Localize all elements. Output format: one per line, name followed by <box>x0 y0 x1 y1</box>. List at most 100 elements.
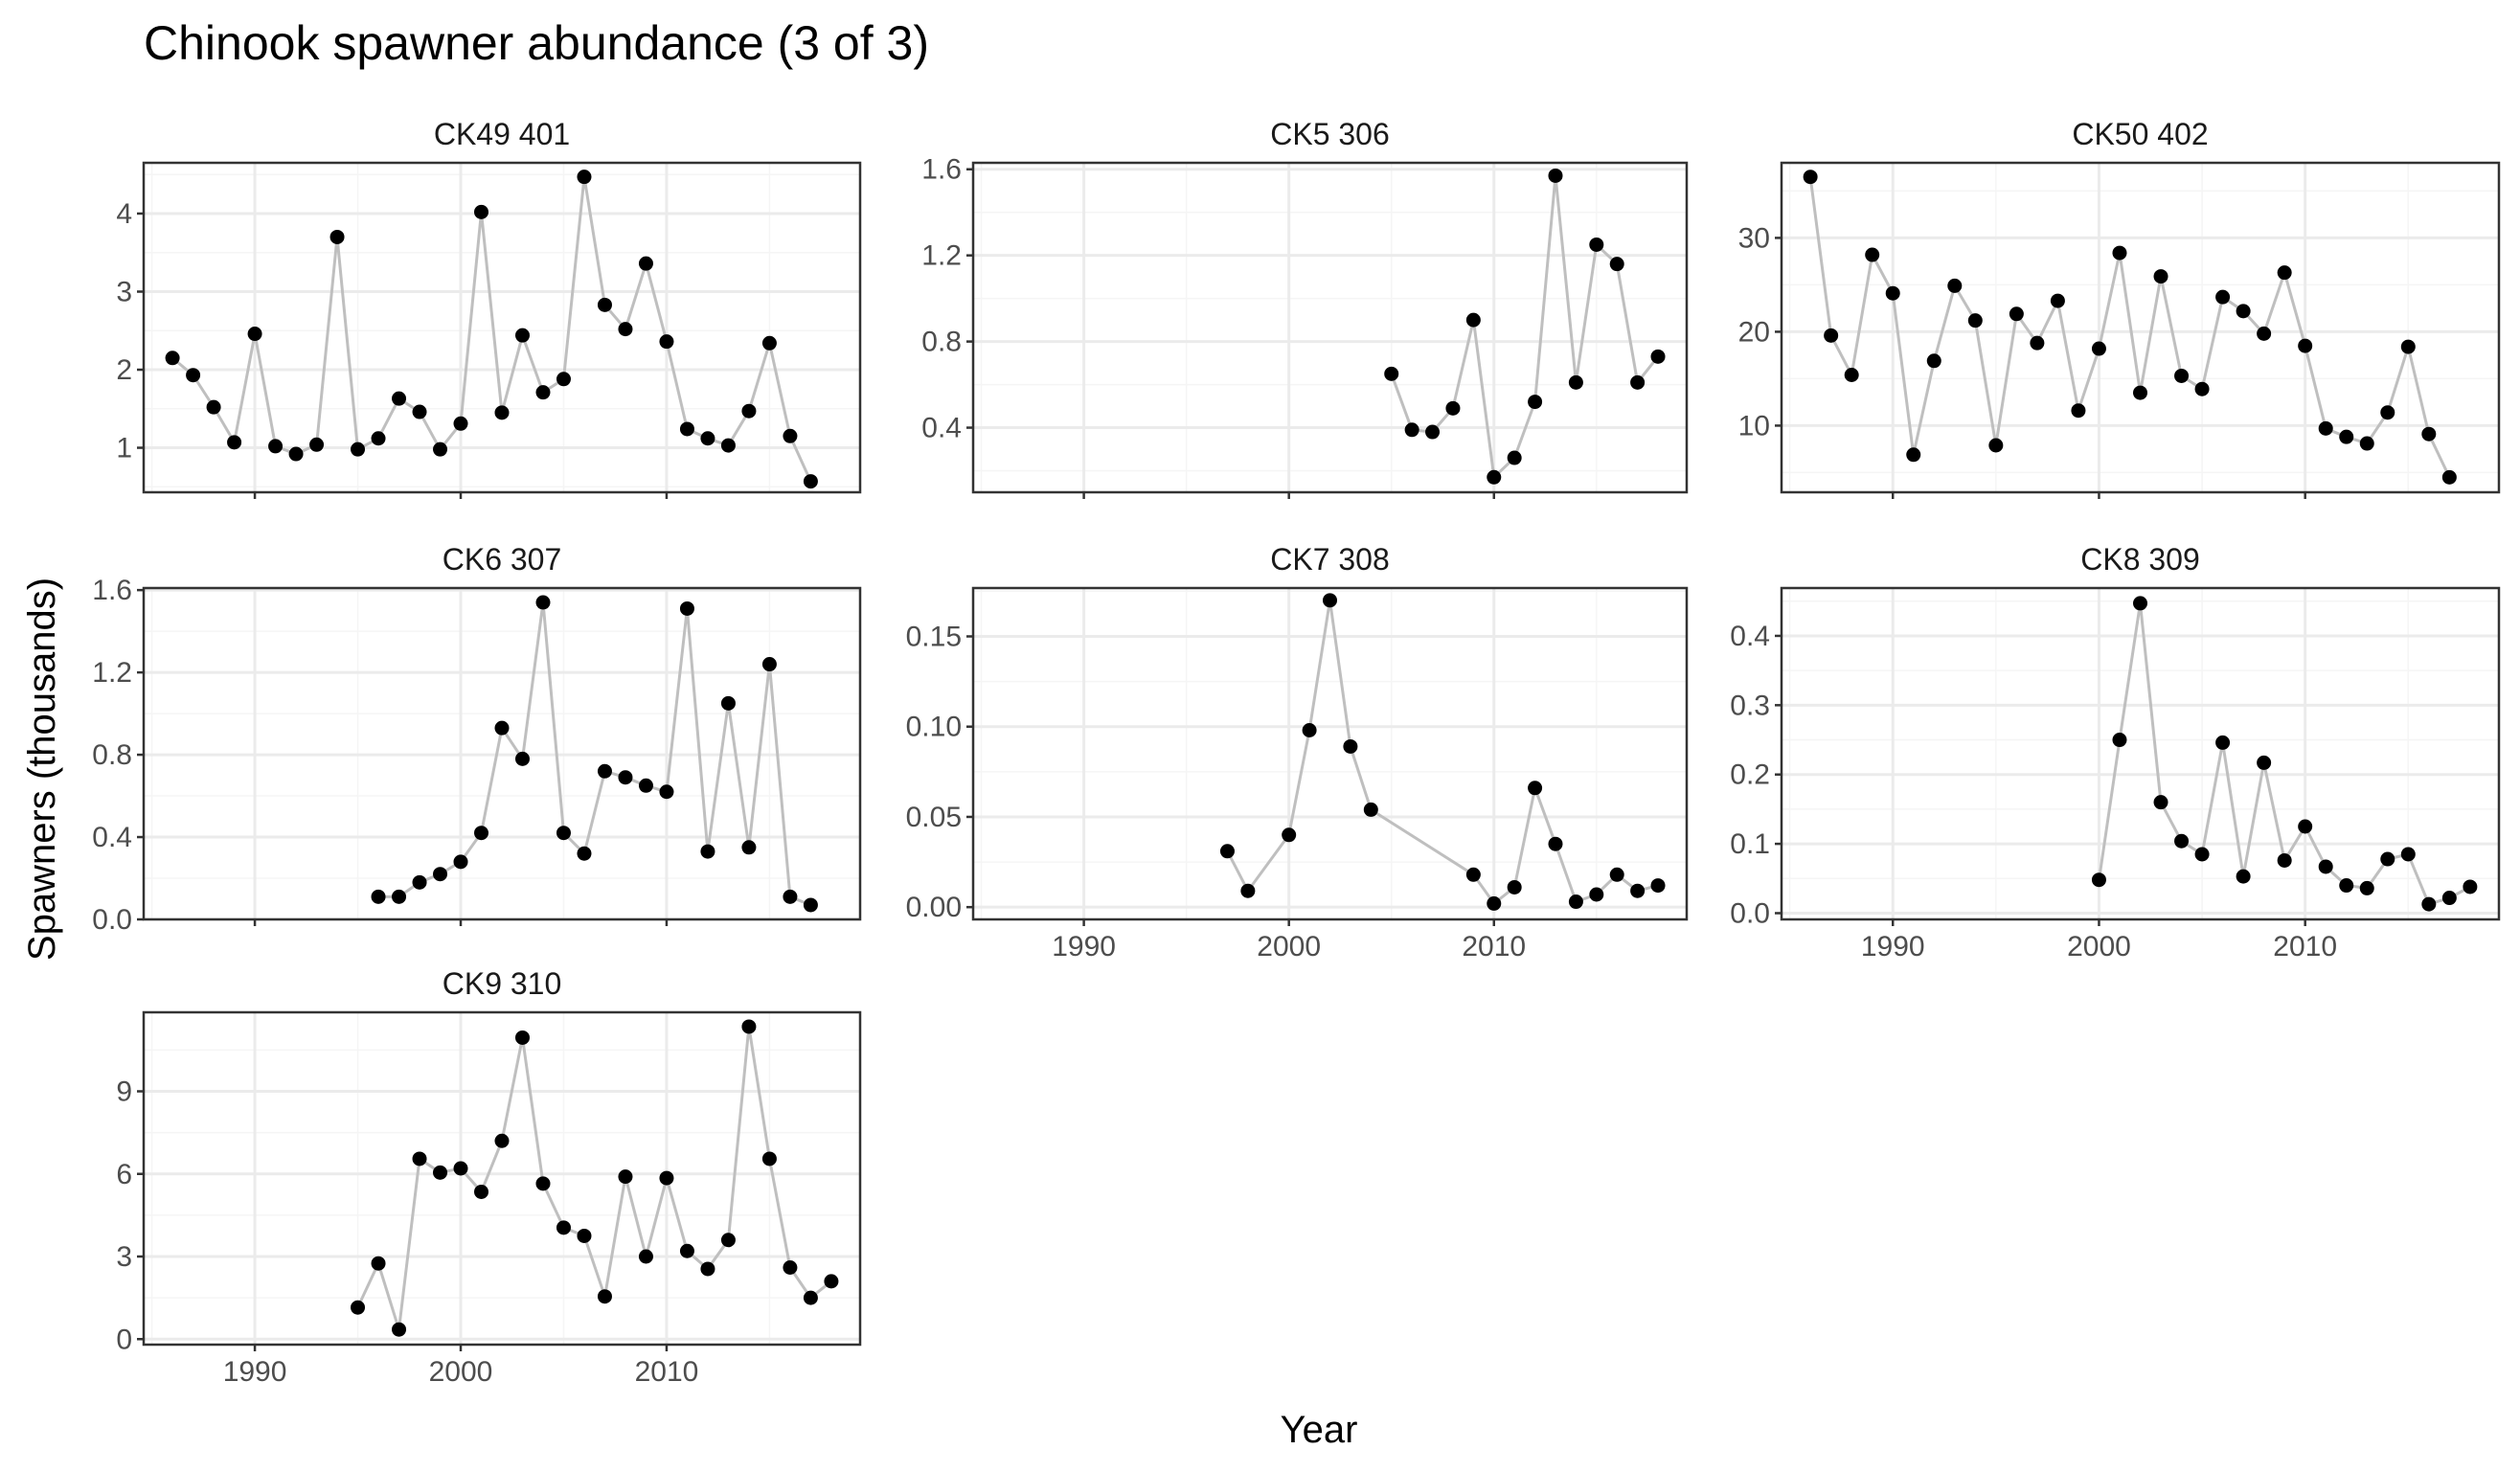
facet-panel: 0.4 0.8 1.2 1.6 CK5 306 <box>921 117 1689 499</box>
data-point <box>761 1151 777 1166</box>
y-tick-label: 0.1 <box>1730 828 1770 860</box>
data-point <box>720 1233 736 1248</box>
data-point <box>761 657 777 672</box>
data-point <box>474 1184 489 1199</box>
data-point <box>1844 367 1859 382</box>
data-point <box>453 854 468 870</box>
data-point <box>392 391 407 406</box>
panel-background <box>144 163 860 492</box>
data-point <box>1487 469 1502 485</box>
data-point <box>1384 366 1399 381</box>
data-point <box>700 431 715 446</box>
y-tick-label: 0.4 <box>921 413 962 444</box>
x-tick-label: 2010 <box>1462 931 1526 962</box>
x-tick-label: 1990 <box>1052 931 1116 962</box>
data-point <box>412 1151 427 1166</box>
data-point <box>1528 395 1543 410</box>
data-point <box>2030 335 2045 351</box>
data-point <box>514 1030 530 1045</box>
data-point <box>1906 447 1921 463</box>
data-point <box>2174 833 2190 849</box>
data-point <box>2380 851 2395 867</box>
facet-strip-label: CK9 310 <box>443 966 562 1001</box>
data-point <box>2215 289 2231 305</box>
panel-background <box>144 1012 860 1345</box>
panel-border <box>1780 586 2501 921</box>
facet-strip-label: CK49 401 <box>434 117 570 151</box>
data-point <box>1885 285 1900 301</box>
data-point <box>227 435 242 450</box>
data-point <box>720 695 736 711</box>
data-point <box>1865 247 1880 262</box>
data-point <box>268 439 284 454</box>
facet-strip-label: CK7 308 <box>1270 542 1390 577</box>
data-point <box>1650 878 1666 894</box>
data-point <box>2009 306 2024 322</box>
y-tick-label: 0.4 <box>1730 621 1770 652</box>
data-point <box>1988 438 2004 453</box>
facet-panel: 10 20 30 CK50 402 <box>1738 117 2501 499</box>
data-point <box>453 416 468 431</box>
data-point <box>1630 374 1646 390</box>
data-point <box>556 372 571 387</box>
data-point <box>474 826 489 841</box>
data-point <box>2277 852 2292 868</box>
data-point <box>2112 245 2127 260</box>
y-tick-label: 10 <box>1738 410 1770 442</box>
data-point <box>1507 450 1522 465</box>
data-point <box>1947 278 1963 293</box>
data-point <box>2463 879 2478 895</box>
panel-background <box>973 588 1687 919</box>
facet-panel: 0 3 6 9 1990 2000 2010 CK9 310 <box>116 966 862 1388</box>
y-tick-label: 0.0 <box>92 904 132 936</box>
data-point <box>514 751 530 766</box>
data-point <box>618 770 633 785</box>
x-tick-label: 1990 <box>1861 931 1925 962</box>
data-point <box>392 1322 407 1337</box>
facet-panel: 0.00 0.05 0.10 0.15 1990 2000 2010 CK7 308 <box>906 542 1689 962</box>
data-point <box>700 844 715 859</box>
data-point <box>2091 872 2106 888</box>
data-point <box>2400 339 2416 354</box>
data-point <box>597 1289 612 1304</box>
data-point <box>535 385 551 400</box>
panel-border <box>142 1010 862 1347</box>
data-point <box>2318 859 2333 874</box>
data-point <box>2359 436 2374 451</box>
data-point <box>1219 844 1235 859</box>
data-point <box>803 897 818 913</box>
data-point <box>1967 313 1983 328</box>
data-point <box>597 297 612 312</box>
data-point <box>2298 819 2313 834</box>
data-point <box>1465 867 1481 882</box>
data-point <box>1487 895 1502 911</box>
data-point <box>597 763 612 779</box>
data-point <box>165 351 180 366</box>
facet-strip-label: CK8 309 <box>2080 542 2200 577</box>
data-point <box>2194 847 2210 862</box>
y-tick-label: 30 <box>1738 222 1770 254</box>
data-point <box>2441 891 2457 906</box>
data-point <box>1404 422 1419 438</box>
data-point <box>659 334 674 350</box>
data-point <box>741 840 757 855</box>
data-point <box>679 1243 694 1258</box>
data-point <box>1589 237 1604 252</box>
panel-background <box>1782 163 2499 492</box>
data-point <box>1425 424 1441 440</box>
y-tick-label: 0.3 <box>1730 690 1770 721</box>
panel-border <box>971 586 1689 921</box>
data-point <box>2400 847 2416 862</box>
data-point <box>2441 469 2457 485</box>
y-tick-label: 20 <box>1738 316 1770 348</box>
data-point <box>453 1161 468 1176</box>
data-point <box>371 889 386 904</box>
data-point <box>1282 827 1297 843</box>
x-tick-label: 2010 <box>635 1356 699 1388</box>
data-point <box>535 1176 551 1191</box>
data-point <box>2421 896 2437 912</box>
data-point <box>761 335 777 351</box>
data-point <box>1528 781 1543 796</box>
data-point <box>309 437 325 452</box>
